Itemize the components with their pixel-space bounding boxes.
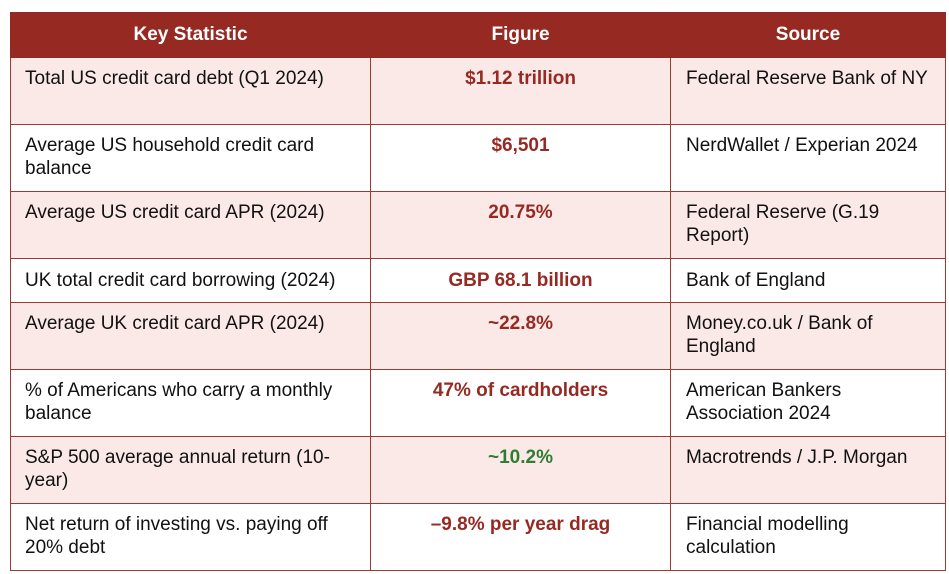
- statistic-cell: Average US household credit card balance: [10, 124, 371, 192]
- source-cell: Macrotrends / J.P. Morgan: [670, 436, 946, 504]
- source-cell: Bank of England: [670, 258, 946, 303]
- statistic-cell: UK total credit card borrowing (2024): [10, 258, 371, 303]
- statistic-cell: % of Americans who carry a monthly balan…: [10, 369, 371, 437]
- figure-cell: –9.8% per year drag: [370, 503, 671, 571]
- statistic-cell: S&P 500 average annual return (10-year): [10, 436, 371, 504]
- source-cell: Federal Reserve Bank of NY: [670, 57, 946, 125]
- statistic-cell: Average UK credit card APR (2024): [10, 302, 371, 370]
- statistic-cell: Average US credit card APR (2024): [10, 191, 371, 259]
- table-row: Average US credit card APR (2024) 20.75%…: [10, 191, 946, 259]
- table-header-row: Key Statistic Figure Source: [10, 12, 946, 58]
- header-source: Source: [670, 12, 946, 58]
- table-row: Net return of investing vs. paying off 2…: [10, 503, 946, 571]
- table-row: Average UK credit card APR (2024) ~22.8%…: [10, 302, 946, 370]
- statistic-cell: Total US credit card debt (Q1 2024): [10, 57, 371, 125]
- statistics-table-container: Key Statistic Figure Source Total US cre…: [10, 12, 946, 571]
- statistics-table: Key Statistic Figure Source Total US cre…: [10, 12, 946, 571]
- figure-cell: GBP 68.1 billion: [370, 258, 671, 303]
- header-figure: Figure: [370, 12, 671, 58]
- figure-cell: 47% of cardholders: [370, 369, 671, 437]
- header-key-statistic: Key Statistic: [10, 12, 371, 58]
- table-row: S&P 500 average annual return (10-year) …: [10, 436, 946, 504]
- source-cell: American Bankers Association 2024: [670, 369, 946, 437]
- source-cell: Federal Reserve (G.19 Report): [670, 191, 946, 259]
- table-row: % of Americans who carry a monthly balan…: [10, 369, 946, 437]
- table-row: UK total credit card borrowing (2024) GB…: [10, 258, 946, 303]
- source-cell: Money.co.uk / Bank of England: [670, 302, 946, 370]
- figure-cell: $6,501: [370, 124, 671, 192]
- statistic-cell: Net return of investing vs. paying off 2…: [10, 503, 371, 571]
- figure-cell: 20.75%: [370, 191, 671, 259]
- table-row: Average US household credit card balance…: [10, 124, 946, 192]
- figure-cell: $1.12 trillion: [370, 57, 671, 125]
- figure-cell: ~22.8%: [370, 302, 671, 370]
- table-row: Total US credit card debt (Q1 2024) $1.1…: [10, 57, 946, 125]
- source-cell: Financial modelling calculation: [670, 503, 946, 571]
- source-cell: NerdWallet / Experian 2024: [670, 124, 946, 192]
- figure-cell: ~10.2%: [370, 436, 671, 504]
